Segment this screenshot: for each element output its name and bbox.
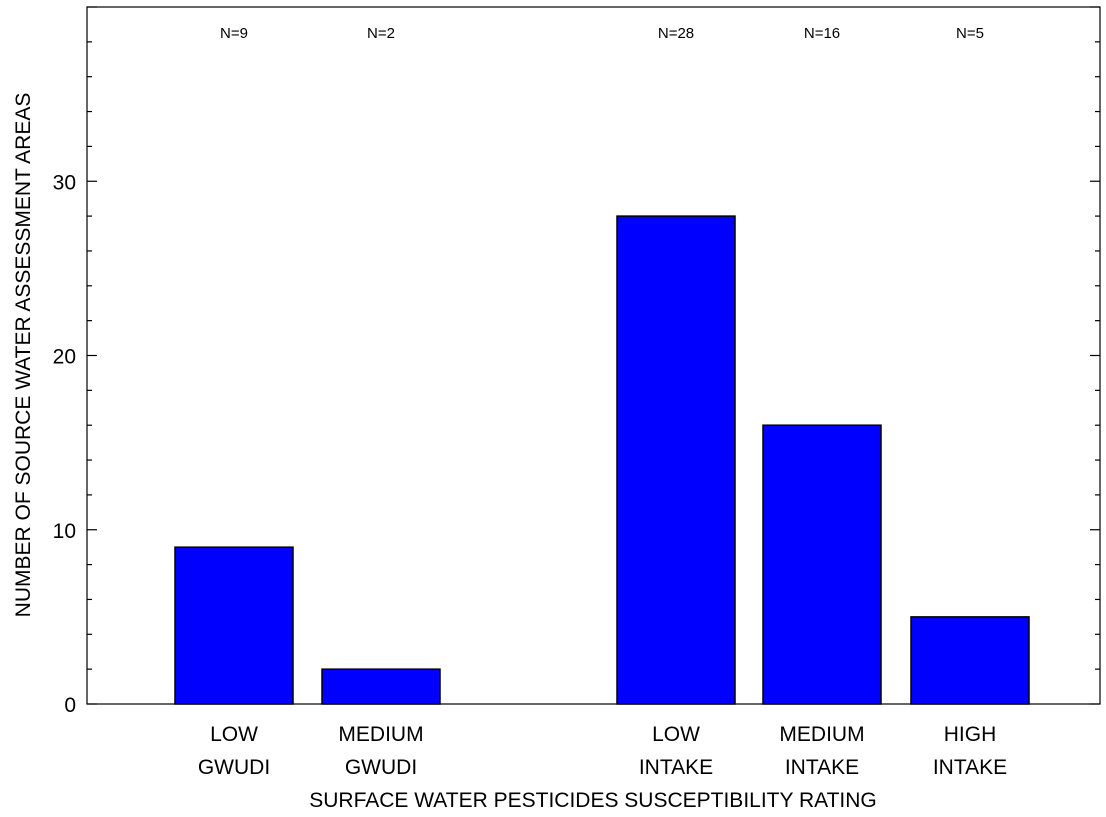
category-label-line1: LOW (652, 723, 700, 746)
y-axis-title: NUMBER OF SOURCE WATER ASSESSMENT AREAS (12, 93, 35, 618)
y-tick-label: 20 (53, 346, 76, 369)
category-label-line2: GWUDI (345, 756, 417, 779)
category-label-line2: INTAKE (639, 756, 713, 779)
x-axis-title: SURFACE WATER PESTICIDES SUSCEPTIBILITY … (309, 789, 876, 812)
count-label: N=16 (804, 25, 840, 42)
bar (616, 215, 736, 705)
category-label-line1: HIGH (944, 723, 997, 746)
category-label-line1: LOW (210, 723, 258, 746)
bar (174, 546, 294, 705)
count-labels: N=9 N=2 N=28 N=16 N=5 (220, 25, 984, 42)
category-label-line2: INTAKE (933, 756, 1007, 779)
category-label-line2: GWUDI (198, 756, 270, 779)
category-label-line1: MEDIUM (779, 723, 864, 746)
y-tick-label: 10 (53, 520, 76, 543)
category-labels: LOW GWUDI MEDIUM GWUDI LOW INTAKE MEDIUM INTAKE… (198, 723, 1007, 779)
bar (910, 616, 1030, 705)
y-tick-label: 30 (53, 171, 76, 194)
category-label-line1: MEDIUM (338, 723, 423, 746)
count-label: N=28 (658, 25, 694, 42)
count-label: N=5 (956, 25, 984, 42)
bar (321, 668, 441, 705)
count-label: N=9 (220, 25, 248, 42)
y-tick-label: 0 (64, 694, 76, 717)
bars (174, 215, 1030, 705)
category-label-line2: INTAKE (785, 756, 859, 779)
y-axis-tick-labels: 0 10 20 30 (53, 171, 76, 717)
y-axis-ticks (87, 6, 1100, 705)
count-label: N=2 (367, 25, 395, 42)
bar (762, 424, 882, 705)
